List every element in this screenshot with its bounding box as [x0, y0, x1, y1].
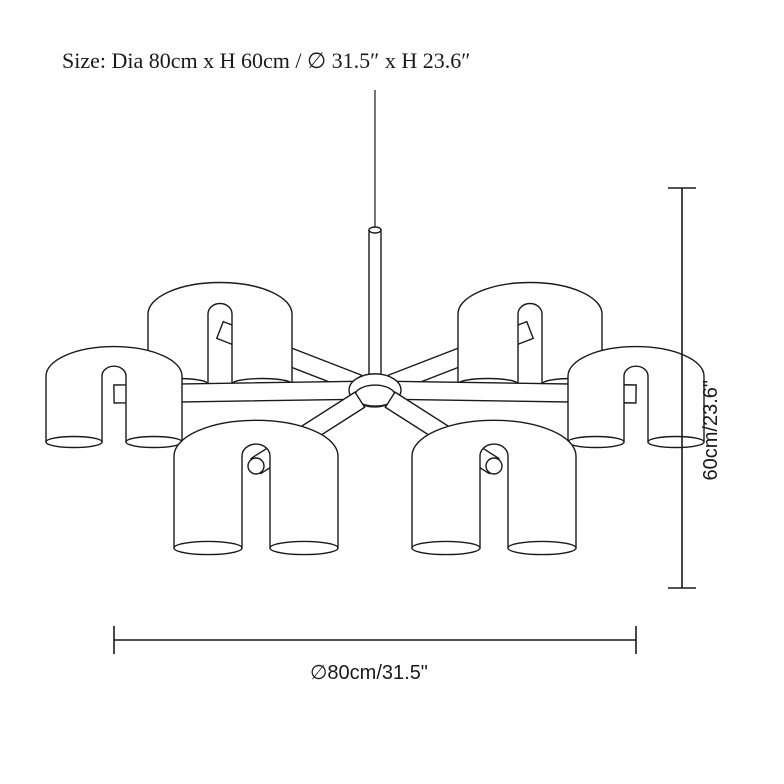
width-dimension-label: ∅80cm/31.5" — [310, 660, 428, 685]
height-dimension-label: 60cm/23.6" — [700, 380, 723, 481]
